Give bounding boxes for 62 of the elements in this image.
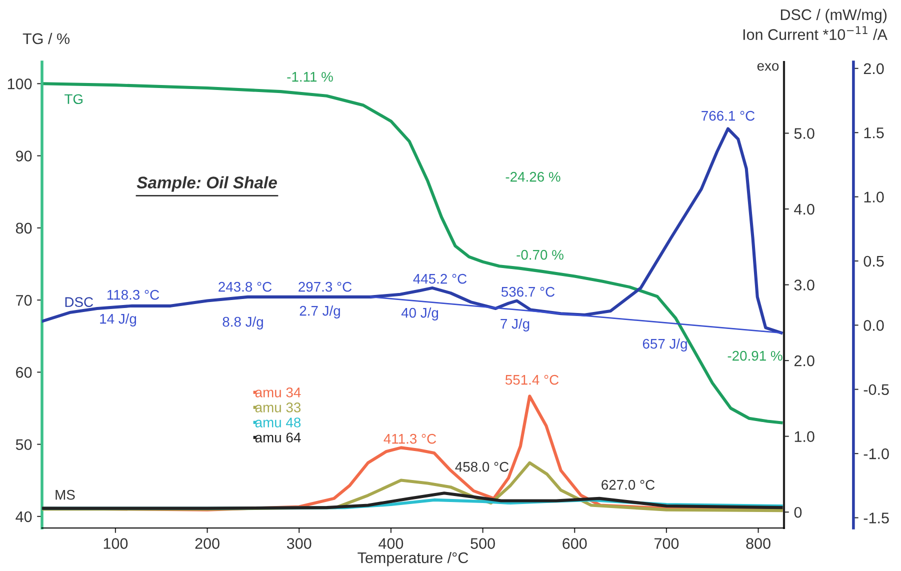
- annotation: MS: [56, 490, 75, 500]
- y2-tick-label: -1.0: [864, 448, 889, 460]
- series-label: DSC: [65, 297, 94, 307]
- annotation: 411.3 °C: [384, 434, 436, 444]
- annotation: 627.0 °C: [602, 480, 655, 490]
- x-axis-title: Temperature /°C: [358, 552, 468, 566]
- x-tick-label: 700: [654, 538, 679, 549]
- legend-label: amu 34: [255, 388, 301, 398]
- annotation: 7 J/g: [500, 318, 530, 332]
- y-tick-label: 40: [16, 511, 32, 522]
- y3-tick-label: 4.0: [794, 204, 814, 215]
- annotation: 766.1 °C: [702, 110, 755, 121]
- y3-tick-label: 5.0: [794, 128, 814, 139]
- x-tick-label: 100: [104, 538, 128, 549]
- legend-label: amu 48: [255, 418, 301, 428]
- annotation: 14 J/g: [100, 314, 136, 326]
- y-tick-label: 70: [16, 294, 32, 306]
- annotation: -0.70 %: [516, 250, 564, 260]
- annotation: 243.8 °C: [218, 282, 272, 292]
- annotation: -24.26 %: [506, 172, 560, 182]
- y2-tick-label: 0.0: [864, 320, 884, 331]
- annotation: 118.3 °C: [107, 290, 160, 300]
- legend-label: amu 33: [255, 402, 301, 412]
- y2-tick-label: 1.0: [864, 192, 884, 202]
- x-tick-label: 600: [562, 538, 587, 549]
- x-tick-label: 300: [286, 538, 312, 549]
- annotation: 8.8 J/g: [222, 316, 263, 330]
- y-tick-label: 90: [16, 150, 32, 162]
- y2-axis-title: DSC / (mW/mg): [780, 8, 887, 24]
- x-tick-label: 500: [470, 538, 495, 549]
- annotation: 445.2 °C: [413, 274, 467, 284]
- annotation: 458.0 °C: [455, 462, 509, 472]
- y2-tick-label: -0.5: [864, 384, 889, 396]
- annotation: 551.4 °C: [505, 374, 559, 385]
- y2-tick-label: 0.5: [864, 256, 884, 267]
- y3-tick-label: 1.0: [794, 431, 814, 442]
- annotation: -1.11 %: [287, 72, 333, 82]
- annotation: exo: [757, 63, 779, 71]
- y-tick-label: 80: [16, 222, 32, 234]
- annotation: -20.91 %: [728, 350, 782, 361]
- y3-axis-title: Ion Current *10$^{−11}$ /A: [743, 26, 888, 40]
- series-label: TG: [64, 94, 82, 104]
- y2-tick-label: 1.5: [864, 128, 884, 138]
- annotation: 536.7 °C: [501, 286, 555, 297]
- x-tick-label: 200: [195, 538, 220, 549]
- y2-tick-label: 2.0: [864, 63, 884, 74]
- annotation: Sample: Oil Shale: [136, 176, 277, 192]
- x-tick-label: 800: [746, 538, 770, 549]
- legend-label: amu 64: [255, 432, 301, 442]
- annotation: 297.3 °C: [298, 282, 352, 292]
- x-tick-label: 400: [378, 538, 404, 549]
- y-tick-label: 50: [16, 439, 32, 450]
- y3-tick-label: 3.0: [794, 280, 814, 290]
- annotation: 2.7 J/g: [300, 306, 340, 318]
- y-tick-label: 100: [8, 78, 32, 90]
- annotation: 40 J/g: [401, 308, 438, 320]
- y3-tick-label: 2.0: [794, 355, 814, 366]
- y-tick-label: 60: [16, 367, 32, 378]
- y3-tick-label: 0: [794, 506, 802, 518]
- y2-tick-label: -1.5: [864, 512, 889, 524]
- annotation: 657 J/g: [642, 338, 687, 352]
- y-axis-title: TG / %: [22, 32, 70, 44]
